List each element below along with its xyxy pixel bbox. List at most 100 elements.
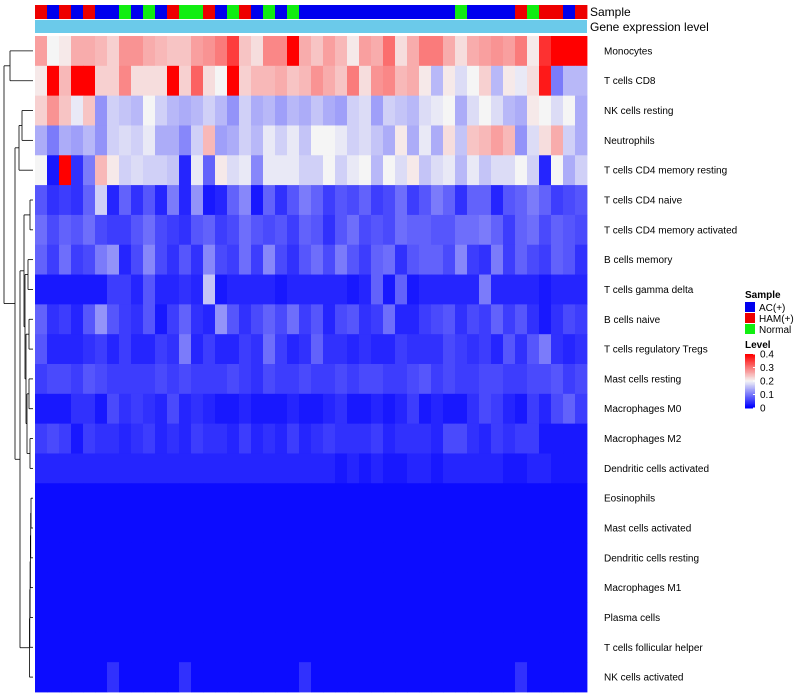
heatmap-cell xyxy=(143,662,156,693)
heatmap-cell xyxy=(167,95,180,126)
heatmap-cell xyxy=(143,304,156,335)
heatmap-cell xyxy=(491,364,504,395)
heatmap-cell xyxy=(95,542,108,574)
heatmap-cell xyxy=(395,572,408,603)
heatmap-cell xyxy=(431,453,444,484)
heatmap-cell xyxy=(83,542,96,574)
heatmap-cell xyxy=(527,334,540,365)
heatmap-cell xyxy=(47,542,60,574)
heatmap-cell xyxy=(407,334,420,365)
heatmap-cell xyxy=(527,453,540,484)
heatmap-cell xyxy=(443,542,456,574)
heatmap-cell xyxy=(347,155,360,186)
heatmap-cell xyxy=(311,393,324,425)
heatmap-cell xyxy=(35,65,48,97)
sample-annotation-cell xyxy=(335,5,348,19)
heatmap-cell xyxy=(359,662,372,693)
heatmap-cell xyxy=(215,513,228,544)
heatmap-cell xyxy=(383,274,396,305)
heatmap-cell xyxy=(83,155,96,186)
heatmap-cell xyxy=(323,95,336,126)
heatmap-cell xyxy=(359,453,372,484)
heatmap-cell xyxy=(35,214,48,246)
heatmap-cell xyxy=(539,95,552,126)
legend-tick-label: 0.2 xyxy=(760,377,774,388)
heatmap-cell xyxy=(407,244,420,275)
heatmap-cell xyxy=(359,483,372,514)
heatmap-cell xyxy=(71,423,84,454)
heatmap-cell xyxy=(299,244,312,275)
heatmap-cell xyxy=(323,185,336,216)
heatmap-cell xyxy=(503,602,516,633)
heatmap-cell xyxy=(287,423,300,454)
heatmap-cell xyxy=(539,125,552,156)
heatmap-cell xyxy=(563,244,576,275)
heatmap-cell xyxy=(59,602,72,633)
heatmap-cell xyxy=(299,304,312,335)
heatmap-cell xyxy=(383,36,396,67)
heatmap-cell xyxy=(311,125,324,156)
legend-gradient-step xyxy=(745,391,755,394)
heatmap-cell xyxy=(35,572,48,603)
heatmap-cell xyxy=(107,542,120,574)
heatmap-cell xyxy=(539,632,552,663)
row-label: Monocytes xyxy=(604,46,652,57)
heatmap-cell xyxy=(335,602,348,633)
heatmap-cell xyxy=(203,483,216,514)
row-label: Neutrophils xyxy=(604,136,655,147)
sample-annotation-cell xyxy=(71,5,84,19)
sample-annotation-cell xyxy=(83,5,96,19)
heatmap-cell xyxy=(119,364,132,395)
heatmap-cell xyxy=(515,125,528,156)
heatmap-cell xyxy=(515,95,528,126)
heatmap-cell xyxy=(467,572,480,603)
heatmap-cell xyxy=(47,364,60,395)
heatmap-cell xyxy=(383,214,396,246)
sample-annotation-cell xyxy=(251,5,264,19)
heatmap-cell xyxy=(35,453,48,484)
legend-gradient-step xyxy=(745,386,755,389)
heatmap-cell xyxy=(527,244,540,275)
heatmap-cell xyxy=(191,185,204,216)
heatmap-cell xyxy=(539,304,552,335)
heatmap-cell xyxy=(47,155,60,186)
heatmap-cell xyxy=(515,304,528,335)
heatmap-cell xyxy=(299,602,312,633)
legend-gradient-step xyxy=(745,401,755,404)
heatmap-cell xyxy=(479,453,492,484)
legend-gradient-step xyxy=(745,385,755,387)
heatmap-cell xyxy=(47,453,60,484)
legend-tick-label: 0.1 xyxy=(760,390,774,401)
heatmap-cell xyxy=(575,393,588,425)
sample-annotation-cell xyxy=(119,5,132,19)
heatmap-cell xyxy=(119,632,132,663)
heatmap-cell xyxy=(431,125,444,156)
heatmap-cell xyxy=(71,185,84,216)
heatmap-cell xyxy=(575,662,588,693)
heatmap-cell xyxy=(227,423,240,454)
sample-annotation-cell xyxy=(131,5,144,19)
heatmap-cell xyxy=(515,602,528,633)
heatmap-cell xyxy=(287,95,300,126)
heatmap-cell xyxy=(371,65,384,97)
sample-annotation-cell xyxy=(395,5,408,19)
heatmap-cell xyxy=(431,662,444,693)
heatmap-cell xyxy=(431,572,444,603)
heatmap-cell xyxy=(83,513,96,544)
heatmap-cell xyxy=(491,185,504,216)
heatmap-cell xyxy=(527,513,540,544)
heatmap-cell xyxy=(467,304,480,335)
heatmap-cell xyxy=(575,125,588,156)
heatmap-cell xyxy=(239,304,252,335)
heatmap-cell xyxy=(107,185,120,216)
heatmap-cell xyxy=(263,65,276,97)
heatmap-cell xyxy=(347,542,360,574)
heatmap-cell xyxy=(59,662,72,693)
sample-annotation-cell xyxy=(491,5,504,19)
heatmap-cell xyxy=(143,572,156,603)
heatmap-cell xyxy=(167,423,180,454)
heatmap-cell xyxy=(419,423,432,454)
heatmap-cell xyxy=(539,214,552,246)
heatmap-cell xyxy=(455,513,468,544)
heatmap-cell xyxy=(299,393,312,425)
